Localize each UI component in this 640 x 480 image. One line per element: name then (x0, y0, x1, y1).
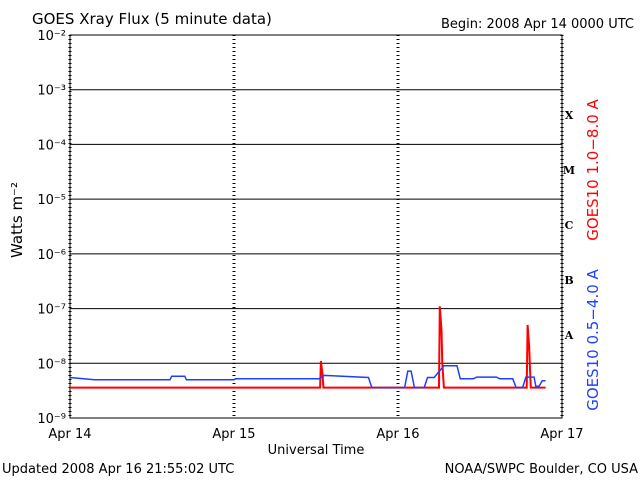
x-tick-label: Apr 14 (48, 427, 91, 442)
chart-subtitle: Begin: 2008 Apr 14 0000 UTC (441, 17, 634, 32)
y-tick-label: 10⁻⁴ (37, 138, 66, 153)
x-tick-label: Apr 17 (540, 427, 583, 442)
series-line (69, 365, 546, 389)
footer-right: NOAA/SWPC Boulder, CO USA (445, 462, 638, 477)
y-tick-label: 10⁻³ (37, 84, 66, 99)
x-axis-label: Universal Time (268, 443, 365, 458)
flare-class: C (565, 219, 574, 232)
y-tick-label: 10⁻² (37, 29, 66, 44)
y-tick-label: 10⁻⁹ (37, 412, 66, 427)
flare-class: X (565, 109, 574, 122)
legend-label: GOES10 0.5−4.0 A (584, 268, 602, 410)
x-tick-label: Apr 16 (376, 427, 419, 442)
flare-class: A (564, 329, 574, 342)
legend-label: GOES10 1.0−8.0 A (584, 98, 602, 240)
y-tick-label: 10⁻⁸ (37, 357, 66, 372)
plot-frame (69, 34, 563, 419)
series-line (70, 306, 546, 389)
y-tick-label: 10⁻⁶ (37, 248, 66, 263)
x-tick-label: Apr 15 (212, 427, 255, 442)
footer-left: Updated 2008 Apr 16 21:55:02 UTC (2, 462, 234, 477)
flare-class: M (563, 164, 575, 177)
y-axis-label: Watts m⁻² (8, 182, 26, 258)
chart-title: GOES Xray Flux (5 minute data) (32, 10, 272, 28)
y-tick-label: 10⁻⁵ (37, 193, 66, 208)
flare-class: B (564, 274, 573, 287)
y-tick-label: 10⁻⁷ (37, 303, 66, 318)
